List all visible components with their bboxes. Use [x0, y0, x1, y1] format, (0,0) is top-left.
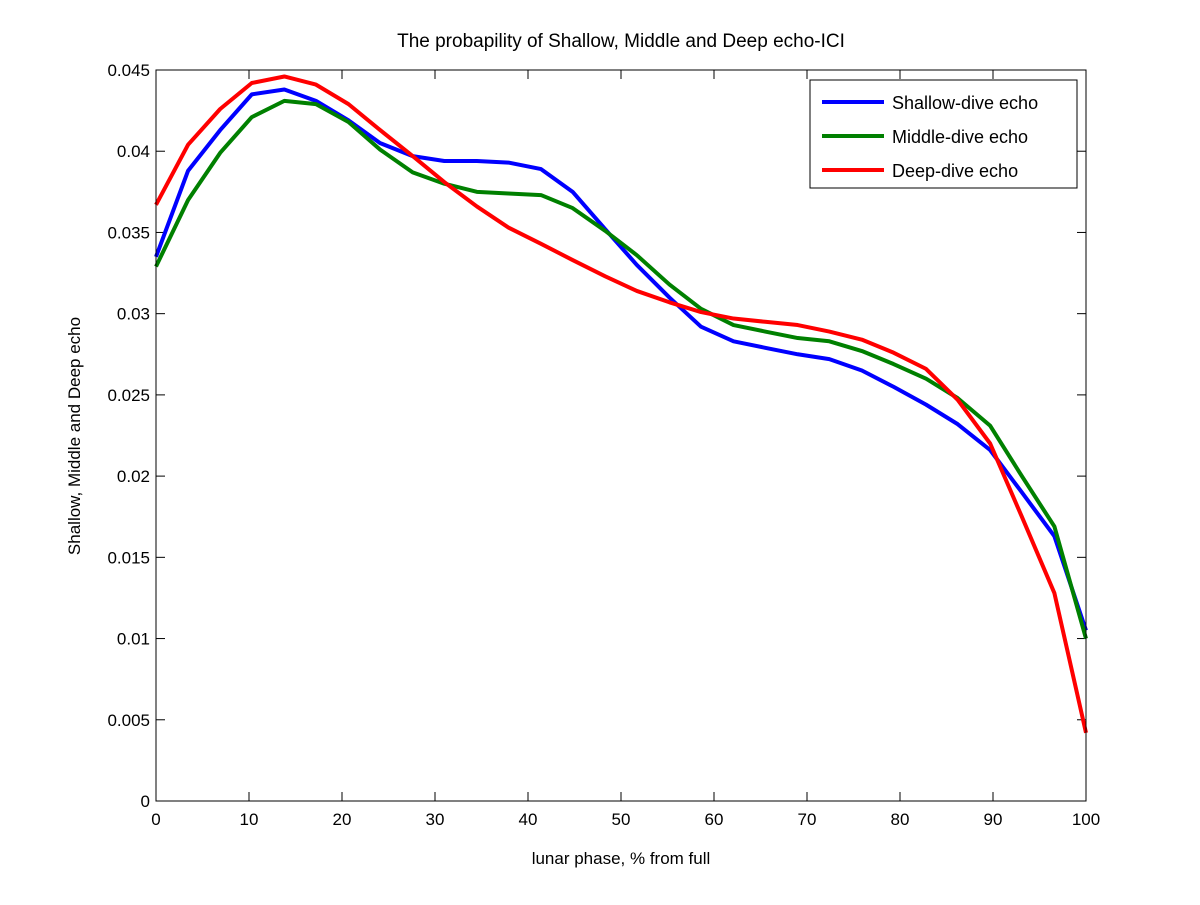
y-tick-label: 0.01	[117, 630, 150, 649]
x-tick-label: 20	[333, 810, 352, 829]
y-tick-label: 0.025	[107, 386, 150, 405]
x-tick-label: 100	[1072, 810, 1100, 829]
x-tick-label: 60	[705, 810, 724, 829]
series-line-deep-dive-echo	[154, 74, 1088, 734]
x-tick-label: 0	[151, 810, 160, 829]
x-tick-label: 30	[426, 810, 445, 829]
series-line-shallow-dive-echo	[154, 87, 1088, 632]
legend-label: Shallow-dive echo	[892, 93, 1038, 113]
legend-label: Deep-dive echo	[892, 161, 1018, 181]
x-tick-label: 80	[891, 810, 910, 829]
x-tick-label: 40	[519, 810, 538, 829]
x-tick-label: 90	[984, 810, 1003, 829]
y-tick-label: 0.045	[107, 61, 150, 80]
x-tick-label: 70	[798, 810, 817, 829]
y-tick-label: 0	[141, 792, 150, 811]
y-axis-label: Shallow, Middle and Deep echo	[65, 317, 84, 555]
y-tick-label: 0.03	[117, 305, 150, 324]
y-tick-label: 0.02	[117, 467, 150, 486]
x-axis-label: lunar phase, % from full	[532, 849, 711, 868]
y-tick-label: 0.005	[107, 711, 150, 730]
y-tick-label: 0.035	[107, 223, 150, 242]
x-tick-label: 50	[612, 810, 631, 829]
chart-title: The probapility of Shallow, Middle and D…	[397, 31, 845, 52]
x-tick-label: 10	[240, 810, 259, 829]
plot-area-frame	[155, 69, 1087, 802]
legend-label: Middle-dive echo	[892, 127, 1028, 147]
series-line-middle-dive-echo	[154, 98, 1088, 640]
y-tick-label: 0.04	[117, 142, 150, 161]
y-tick-label: 0.015	[107, 548, 150, 567]
legend: Shallow-dive echo Middle-dive echo Deep-di…	[809, 79, 1078, 189]
